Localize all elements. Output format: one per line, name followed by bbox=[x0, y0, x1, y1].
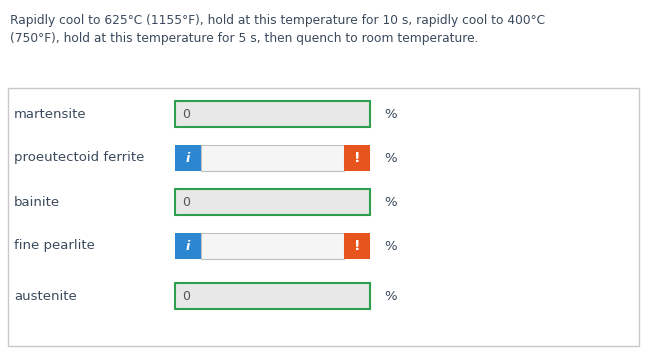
Text: proeutectoid ferrite: proeutectoid ferrite bbox=[14, 152, 144, 164]
FancyBboxPatch shape bbox=[344, 145, 370, 171]
Text: 0: 0 bbox=[182, 108, 190, 120]
FancyBboxPatch shape bbox=[201, 233, 344, 259]
Text: !: ! bbox=[354, 239, 360, 253]
FancyBboxPatch shape bbox=[175, 189, 370, 215]
FancyBboxPatch shape bbox=[175, 233, 201, 259]
Text: bainite: bainite bbox=[14, 196, 60, 208]
Text: austenite: austenite bbox=[14, 289, 77, 302]
Text: %: % bbox=[384, 108, 397, 120]
FancyBboxPatch shape bbox=[175, 101, 370, 127]
Text: i: i bbox=[186, 152, 190, 164]
Text: fine pearlite: fine pearlite bbox=[14, 240, 95, 252]
Text: 0: 0 bbox=[182, 196, 190, 208]
Text: !: ! bbox=[354, 151, 360, 165]
Text: i: i bbox=[186, 240, 190, 252]
FancyBboxPatch shape bbox=[201, 145, 344, 171]
FancyBboxPatch shape bbox=[175, 283, 370, 309]
Text: %: % bbox=[384, 152, 397, 164]
FancyBboxPatch shape bbox=[8, 88, 639, 346]
Text: (750°F), hold at this temperature for 5 s, then quench to room temperature.: (750°F), hold at this temperature for 5 … bbox=[10, 32, 478, 45]
Text: %: % bbox=[384, 289, 397, 302]
Text: 0: 0 bbox=[182, 289, 190, 302]
FancyBboxPatch shape bbox=[344, 233, 370, 259]
Text: %: % bbox=[384, 196, 397, 208]
Text: Rapidly cool to 625°C (1155°F), hold at this temperature for 10 s, rapidly cool : Rapidly cool to 625°C (1155°F), hold at … bbox=[10, 14, 545, 27]
Text: martensite: martensite bbox=[14, 108, 86, 120]
Text: %: % bbox=[384, 240, 397, 252]
FancyBboxPatch shape bbox=[175, 145, 201, 171]
